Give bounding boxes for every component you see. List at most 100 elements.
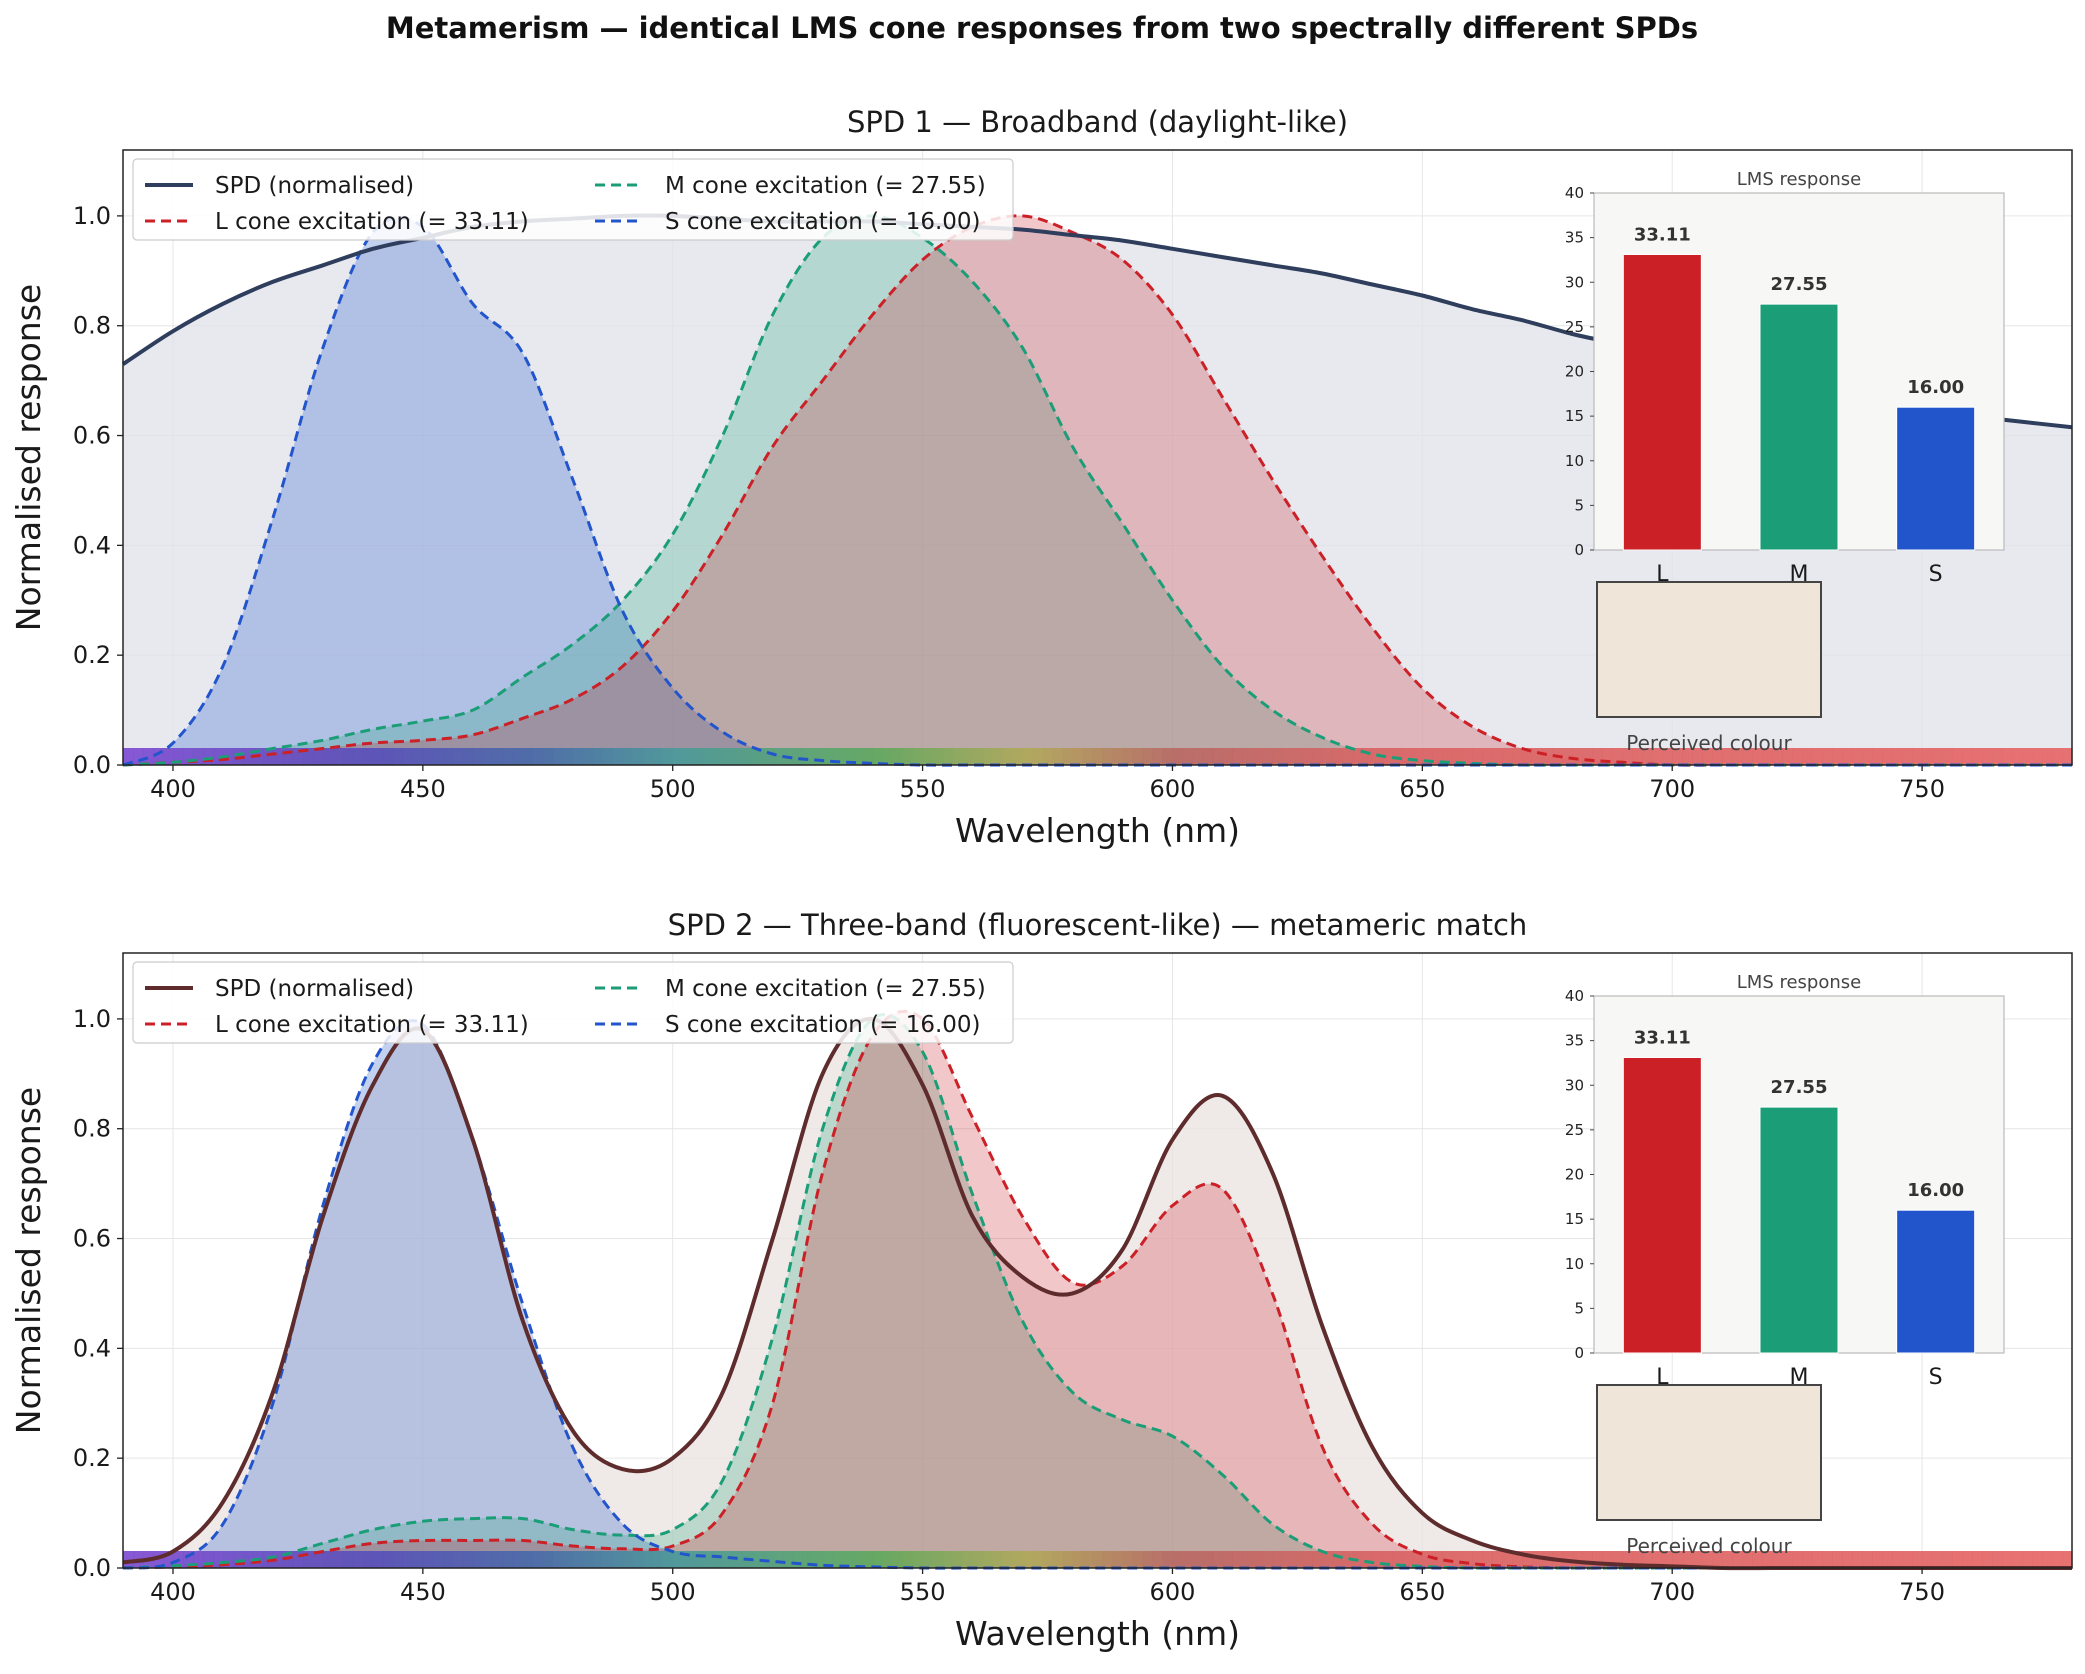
- spectrum-strip-segment: [1242, 1551, 1254, 1568]
- y-tick-label: 0.4: [73, 531, 111, 559]
- spectrum-strip-segment: [1762, 748, 1773, 765]
- spectrum-strip-segment: [722, 748, 734, 765]
- spectrum-strip-segment: [272, 1551, 284, 1568]
- spectrum-strip-segment: [242, 1551, 254, 1568]
- spectrum-strip-segment: [402, 1551, 414, 1568]
- perceived-colour-label: Perceived colour: [1626, 1534, 1792, 1558]
- spectrum-strip-segment: [1982, 1551, 1993, 1568]
- spectrum-strip-segment: [562, 1551, 574, 1568]
- spectrum-strip-segment: [1452, 748, 1463, 765]
- spectrum-strip-segment: [582, 748, 594, 765]
- spectrum-strip-segment: [1732, 1551, 1743, 1568]
- spectrum-strip-segment: [1772, 1551, 1783, 1568]
- spectrum-strip-segment: [312, 1551, 324, 1568]
- spectrum-strip-segment: [362, 748, 374, 765]
- spectrum-strip-segment: [1032, 748, 1044, 765]
- spectrum-strip-segment: [1062, 1551, 1074, 1568]
- spectrum-strip-segment: [1722, 1551, 1733, 1568]
- spectrum-strip-segment: [1502, 748, 1513, 765]
- spectrum-strip-segment: [592, 1551, 604, 1568]
- spectrum-strip-segment: [1652, 748, 1663, 765]
- spectrum-strip-segment: [2002, 1551, 2013, 1568]
- spectrum-strip-segment: [832, 1551, 844, 1568]
- spectrum-strip-segment: [2042, 1551, 2053, 1568]
- spectrum-strip-segment: [2022, 748, 2033, 765]
- x-tick-label: 600: [1150, 775, 1196, 803]
- inset-bar-value-label: 16.00: [1907, 1180, 1964, 1201]
- spectrum-strip-segment: [1162, 1551, 1174, 1568]
- spectrum-strip-segment: [1202, 1551, 1214, 1568]
- spectrum-strip-segment: [1912, 748, 1923, 765]
- spectrum-strip-segment: [1782, 748, 1793, 765]
- area-l: [123, 215, 2072, 766]
- x-tick-label: 500: [650, 775, 696, 803]
- spectrum-strip-segment: [1852, 748, 1863, 765]
- spectrum-strip-segment: [402, 748, 414, 765]
- y-tick-label: 1.0: [73, 1005, 111, 1033]
- spectrum-strip-segment: [442, 748, 454, 765]
- spectrum-strip-segment: [932, 1551, 944, 1568]
- spectrum-strip-segment: [182, 748, 194, 765]
- spectrum-strip-segment: [1952, 748, 1963, 765]
- inset-y-tick-label: 15: [1565, 407, 1584, 425]
- spectrum-strip-segment: [1942, 748, 1953, 765]
- spectrum-strip-segment: [2012, 748, 2023, 765]
- spectrum-strip-segment: [642, 748, 654, 765]
- x-tick-label: 550: [900, 1578, 946, 1606]
- spectrum-strip-segment: [802, 1551, 814, 1568]
- spectrum-strip-segment: [1212, 1551, 1224, 1568]
- spectrum-strip-segment: [1172, 1551, 1184, 1568]
- area-s: [123, 217, 2072, 766]
- spectrum-strip-segment: [1632, 748, 1643, 765]
- perceived-colour-swatch: [1596, 581, 1822, 718]
- spectrum-strip-segment: [1062, 748, 1074, 765]
- perceived-colour-label: Perceived colour: [1626, 731, 1792, 755]
- spectrum-strip-segment: [123, 1551, 134, 1568]
- spectrum-strip-segment: [1322, 748, 1333, 765]
- series-line-m: [122, 214, 2072, 767]
- spectrum-strip-segment: [1302, 748, 1313, 765]
- spectrum-strip-segment: [1642, 748, 1653, 765]
- spectrum-strip-segment: [1412, 748, 1423, 765]
- spectrum-strip-segment: [692, 1551, 704, 1568]
- spectrum-strip-segment: [1932, 1551, 1943, 1568]
- spectrum-strip-segment: [372, 1551, 384, 1568]
- spectrum-strip-segment: [1612, 748, 1623, 765]
- inset-y-tick-label: 0: [1574, 541, 1584, 559]
- spectrum-strip-segment: [1192, 748, 1204, 765]
- spectrum-strip-segment: [622, 748, 634, 765]
- spectrum-strip-segment: [852, 1551, 864, 1568]
- spectrum-strip-segment: [1472, 1551, 1483, 1568]
- spectrum-strip-segment: [862, 748, 874, 765]
- spectrum-strip-segment: [812, 1551, 824, 1568]
- inset-category-label: M: [1790, 1365, 1809, 1390]
- x-tick-label: 650: [1399, 775, 1445, 803]
- spectrum-strip-segment: [332, 748, 344, 765]
- plot-frame: [122, 952, 2073, 1569]
- spectrum-strip-segment: [1192, 1551, 1204, 1568]
- spectrum-strip-segment: [1602, 1551, 1613, 1568]
- spectrum-strip-segment: [2062, 1551, 2073, 1568]
- x-tick-label: 450: [400, 775, 446, 803]
- spectrum-strip-segment: [892, 1551, 904, 1568]
- inset-y-tick-label: 5: [1574, 1299, 1584, 1317]
- inset-bar-s: [1896, 406, 1976, 551]
- spectrum-strip-segment: [1922, 748, 1933, 765]
- spectrum-strip-segment: [1532, 748, 1543, 765]
- spectrum-strip-segment: [492, 748, 504, 765]
- spectrum-strip-segment: [1132, 1551, 1144, 1568]
- spectrum-strip-segment: [962, 748, 974, 765]
- spectrum-strip-segment: [123, 748, 134, 765]
- spectrum-strip-segment: [392, 1551, 404, 1568]
- spectrum-strip-segment: [1842, 1551, 1853, 1568]
- spectrum-strip-segment: [612, 748, 624, 765]
- y-tick-label: 0.4: [73, 1334, 111, 1362]
- spectrum-strip-segment: [452, 748, 464, 765]
- legend-box: [132, 158, 1014, 241]
- spectrum-strip-segment: [212, 1551, 224, 1568]
- spectrum-strip-segment: [1262, 748, 1274, 765]
- inset-y-tick-label: 10: [1565, 1255, 1584, 1273]
- spectrum-strip-segment: [1052, 1551, 1064, 1568]
- inset-y-tick-label: 5: [1574, 496, 1584, 514]
- spectrum-strip-segment: [1572, 1551, 1583, 1568]
